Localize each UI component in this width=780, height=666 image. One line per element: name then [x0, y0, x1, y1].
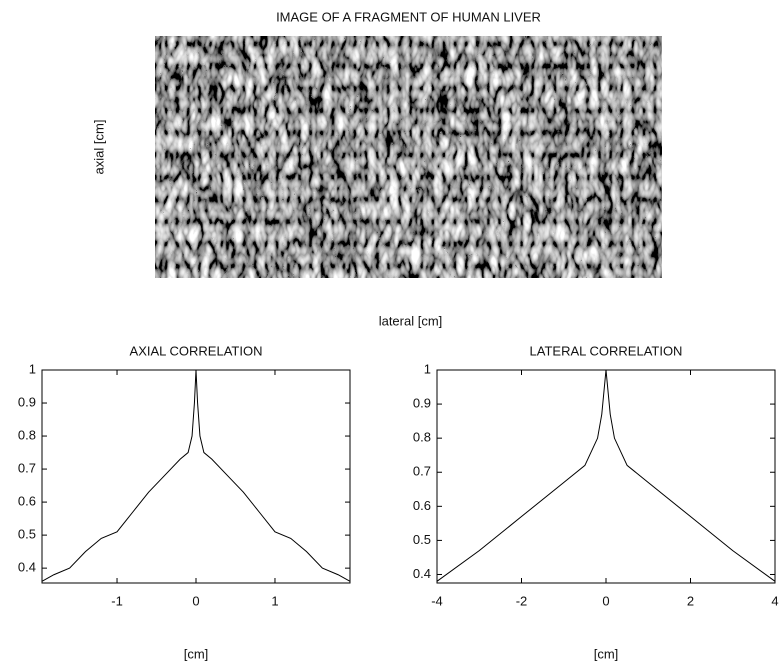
y-tick-label: 0.8: [413, 430, 431, 445]
y-tick-label: 0.4: [413, 566, 431, 581]
x-tick-label: -4: [431, 593, 443, 608]
x-tick-label: 2: [687, 593, 694, 608]
x-tick-label: -1: [111, 593, 123, 608]
y-tick-label: 1: [424, 361, 431, 376]
x-axis-label: [cm]: [184, 646, 209, 661]
y-tick-label: 0.9: [413, 396, 431, 411]
correlation-line: [436, 369, 776, 582]
x-tick-label: 4: [771, 593, 778, 608]
y-tick-label: 0.9: [18, 394, 36, 409]
x-tick-label: 0: [192, 593, 199, 608]
y-tick-label: 0.5: [18, 527, 36, 542]
y-tick-label: 0.7: [413, 464, 431, 479]
plot-frame: [41, 369, 351, 584]
x-tick-label: 1: [271, 593, 278, 608]
y-tick-label: 0.4: [18, 560, 36, 575]
y-tick-label: 1: [29, 361, 36, 376]
y-tick-label: 0.7: [18, 461, 36, 476]
correlation-line: [41, 369, 351, 582]
speckle-image: [155, 36, 662, 278]
x-axis-label: [cm]: [594, 646, 619, 661]
chart-title: AXIAL CORRELATION: [130, 343, 263, 358]
x-tick-label: 0: [602, 593, 609, 608]
x-tick-label: -2: [516, 593, 528, 608]
x-axis-label: lateral [cm]: [379, 313, 443, 328]
plot-frame: [436, 369, 776, 584]
y-tick-label: 0.6: [413, 498, 431, 513]
chart-title: LATERAL CORRELATION: [530, 343, 683, 358]
chart-title: IMAGE OF A FRAGMENT OF HUMAN LIVER: [276, 9, 541, 24]
y-tick-label: 0.5: [413, 532, 431, 547]
y-tick-label: 0.6: [18, 494, 36, 509]
y-axis-label: axial [cm]: [91, 120, 106, 175]
y-tick-label: 0.8: [18, 427, 36, 442]
